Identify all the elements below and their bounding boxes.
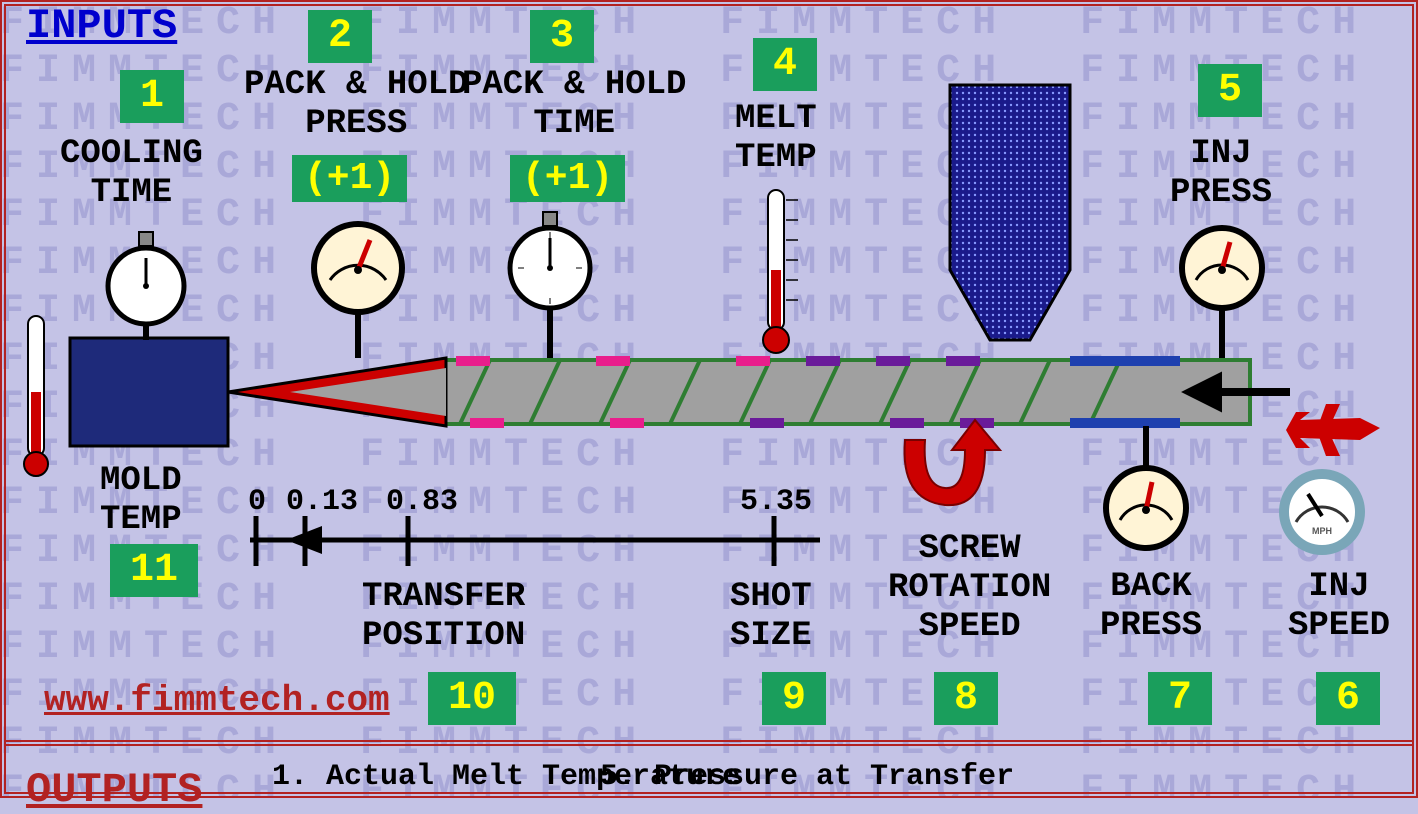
- output-item-5: 5. Pressure at Transfer: [600, 760, 1014, 794]
- input-label-6: INJ SPEED: [1288, 568, 1390, 646]
- input-badge-2: 2: [308, 10, 372, 63]
- svg-text:MPH: MPH: [1312, 526, 1332, 536]
- scale-tick-535: 5.35: [740, 485, 812, 519]
- scale-tick-0: 0: [248, 485, 266, 519]
- input-label-4: MELT TEMP: [735, 100, 817, 178]
- inputs-title: INPUTS: [26, 2, 177, 50]
- section-divider: [6, 740, 1412, 746]
- input-label-1: COOLING TIME: [60, 135, 203, 213]
- input-label-5: INJ PRESS: [1170, 135, 1272, 213]
- input-label-8: SCREW ROTATION SPEED: [888, 530, 1051, 647]
- input-badge-11: 11: [110, 544, 198, 597]
- input-label-3: PACK & HOLD TIME: [462, 66, 686, 144]
- input-label-11: MOLD TEMP: [100, 462, 182, 540]
- input-badge-3: 3: [530, 10, 594, 63]
- input-badge-7: 7: [1148, 672, 1212, 725]
- input-badge-4: 4: [753, 38, 817, 91]
- input-badge-10: 10: [428, 672, 516, 725]
- scale-tick-013: 0.13: [286, 485, 358, 519]
- input-badge-5: 5: [1198, 64, 1262, 117]
- input-badge-8: 8: [934, 672, 998, 725]
- plusone-badge-3: (+1): [510, 155, 625, 202]
- scale-tick-083: 0.83: [386, 485, 458, 519]
- outputs-title: OUTPUTS: [26, 766, 202, 814]
- input-label-9: SHOT SIZE: [730, 578, 812, 656]
- website-url[interactable]: www.fimmtech.com: [44, 680, 390, 721]
- input-badge-9: 9: [762, 672, 826, 725]
- input-label-7: BACK PRESS: [1100, 568, 1202, 646]
- input-badge-1: 1: [120, 70, 184, 123]
- input-badge-6: 6: [1316, 672, 1380, 725]
- input-label-10: TRANSFER POSITION: [362, 578, 525, 656]
- plusone-badge-2: (+1): [292, 155, 407, 202]
- input-label-2: PACK & HOLD PRESS: [244, 66, 468, 144]
